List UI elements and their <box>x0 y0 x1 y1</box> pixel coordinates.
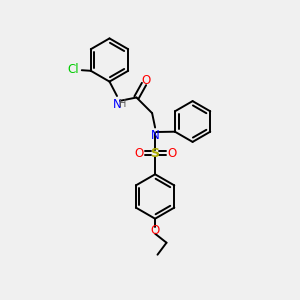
Text: N: N <box>151 129 160 142</box>
Text: Cl: Cl <box>67 63 79 76</box>
Text: N: N <box>112 98 122 111</box>
Text: S: S <box>151 146 160 160</box>
Text: O: O <box>167 146 176 160</box>
Text: O: O <box>151 224 160 237</box>
Text: H: H <box>119 99 126 109</box>
Text: O: O <box>134 146 143 160</box>
Text: O: O <box>142 74 151 88</box>
